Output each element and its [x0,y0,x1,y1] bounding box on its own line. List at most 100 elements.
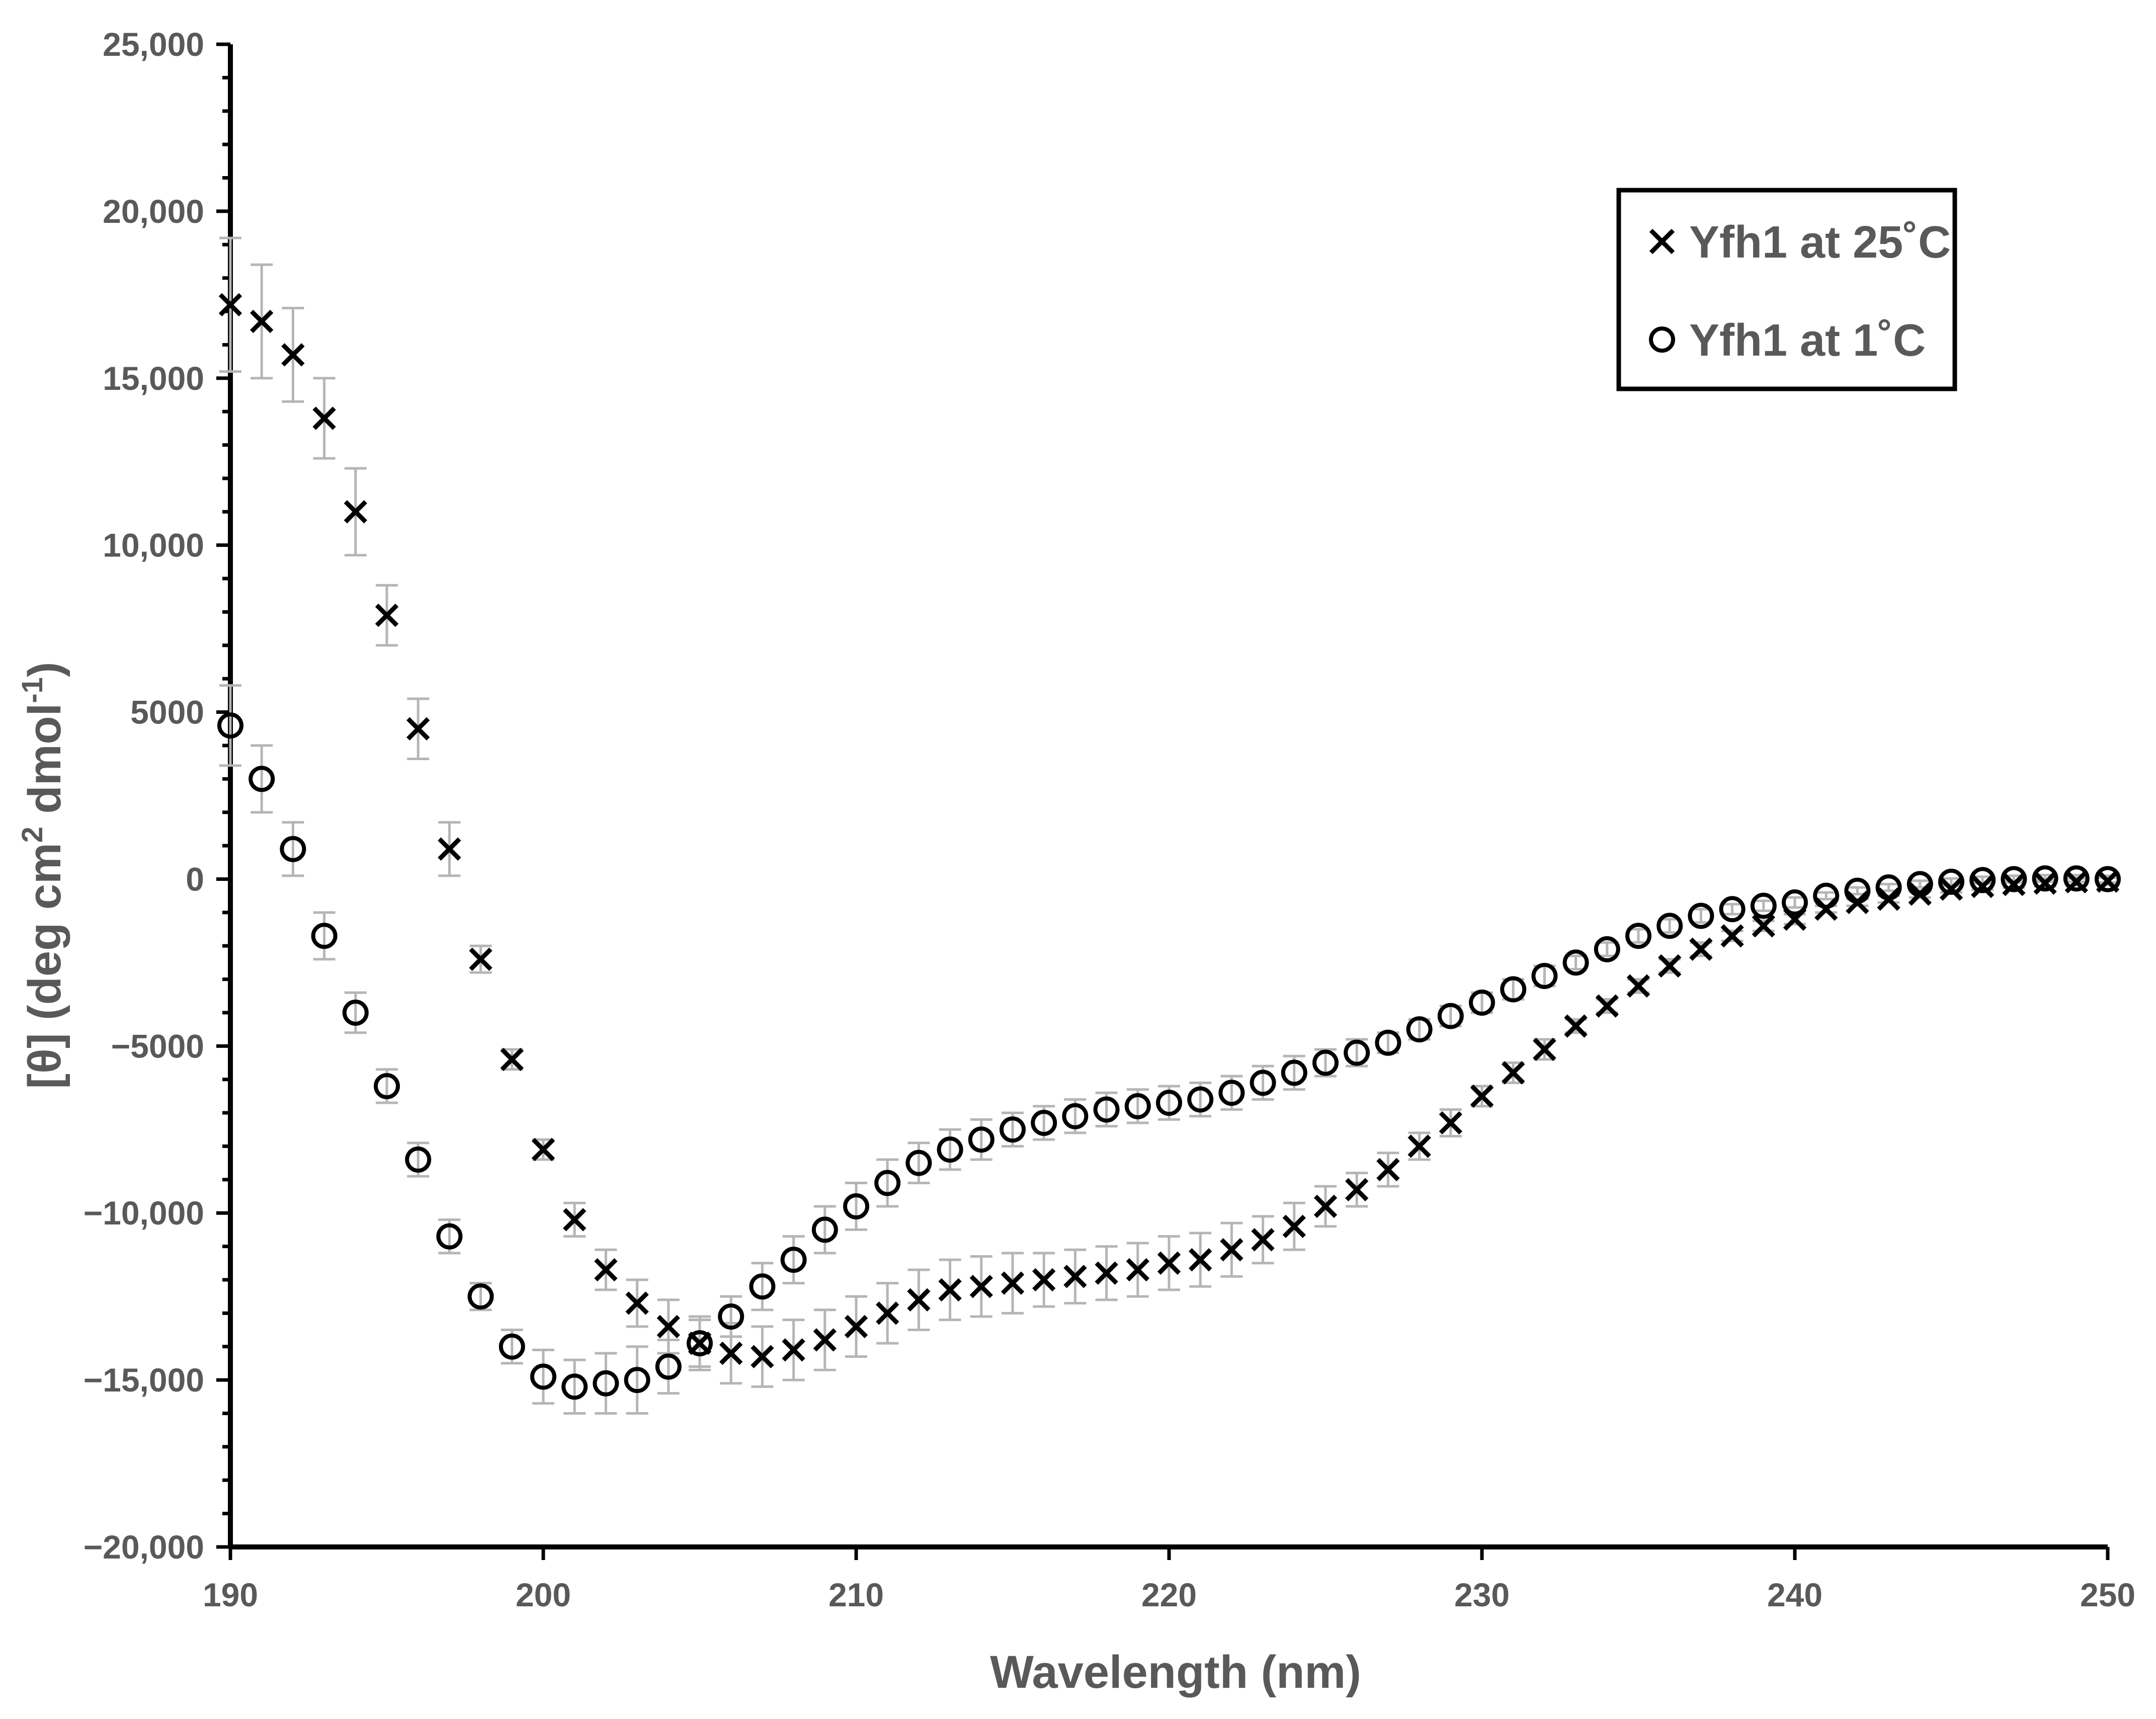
data-point-x [907,1288,931,1312]
data-point-circle [1312,1049,1339,1076]
data-point-circle [1187,1086,1214,1113]
y-tick-label: −15,000 [84,1361,204,1399]
error-bar-1c [563,1358,586,1415]
data-point-x [500,1047,524,1072]
data-point-x [1282,1214,1306,1238]
error-bar-1c [1346,1038,1368,1068]
data-point-circle [405,1147,432,1173]
data-point-circle [1750,892,1777,919]
error-bar-1c [876,1158,899,1208]
data-point-x [469,947,492,971]
y-tick-label: 20,000 [103,193,204,230]
data-point-x [281,343,305,367]
error-bar-1c [219,684,241,767]
data-point-x [406,717,430,741]
error-bars [219,236,2119,1415]
data-point-circle [1719,896,1746,923]
data-point-circle [1156,1090,1182,1116]
error-bar-1c [939,1128,961,1171]
data-point-circle [718,1303,744,1330]
error-bar-1c [970,1118,992,1161]
data-point-x [1189,1248,1212,1272]
error-bar-1c [344,991,367,1034]
data-point-x [1720,924,1744,948]
error-bar-1c [1940,877,1962,886]
data-point-circle [687,1330,713,1357]
data-point-x [2002,872,2026,896]
data-point-circle [1782,889,1808,916]
data-point-circle [1656,913,1683,939]
data-point-x [1658,954,1682,978]
data-point-x [1313,1194,1338,1218]
error-bar-1c [313,911,336,961]
y-axis-title: [θ] (deg cm2 dmol-1) [16,662,70,1089]
data-point-circle [1562,949,1589,976]
data-point-x [438,837,461,861]
series-1c [217,712,2121,1400]
data-point-circle [217,712,243,739]
data-point-circle [1250,1070,1276,1096]
legend-marker-x-icon [1649,228,1675,255]
data-point-circle [342,999,369,1026]
data-point-x [969,1275,993,1298]
x-tick-label: 190 [203,1576,258,1613]
data-point-x [1626,974,1650,998]
y-axis-title-main: [θ] (deg cm [19,843,70,1089]
data-point-circle [1031,1110,1057,1136]
data-point-circle [905,1150,932,1176]
data-point-circle [624,1367,650,1394]
data-point-x [1533,1037,1556,1061]
data-point-x [1971,874,1995,898]
data-markers [217,293,2121,1400]
y-axis-title-sup2: -1 [16,677,49,703]
data-point-x [782,1338,805,1362]
data-point-circle [843,1193,869,1219]
error-bar-1c [751,1262,774,1312]
data-point-circle [2032,865,2058,892]
x-tick-label: 200 [516,1576,571,1613]
data-point-circle [1344,1039,1370,1066]
data-point-x [1595,994,1619,1018]
data-point-circle [2001,866,2027,892]
y-tick-label: 10,000 [103,527,204,564]
y-tick-label: −10,000 [84,1194,204,1232]
data-point-x [1345,1178,1369,1201]
error-bar-1c [532,1348,554,1405]
data-point-x [250,309,274,334]
error-bar-1c [1721,903,1744,916]
y-axis-title-end: ) [19,662,70,677]
data-point-x [719,1341,743,1365]
error-bar-1c [1596,941,1618,957]
data-point-circle [561,1373,588,1400]
data-point-circle [436,1223,463,1250]
data-point-x [1689,937,1713,961]
data-point-circle [1906,871,1933,897]
data-point-circle [1469,990,1495,1016]
data-point-x [1063,1265,1087,1288]
data-point-circle [874,1170,901,1196]
data-point-x [876,1301,899,1325]
error-bar-1c [469,1282,492,1312]
data-point-x [1032,1268,1056,1292]
data-point-circle [374,1073,400,1099]
data-point-circle [280,836,306,862]
y-tick-label: 0 [186,860,204,897]
data-point-circle [1500,976,1527,1003]
data-point-x [531,1137,555,1162]
data-point-circle [1531,962,1558,989]
data-point-circle [1813,882,1840,909]
data-point-x [375,603,399,627]
error-bar-1c [782,1235,805,1285]
data-point-x [1220,1238,1243,1262]
data-point-circle [1062,1103,1089,1129]
data-point-circle [2095,866,2121,892]
error-bar-1c [1784,896,1806,909]
error-bar-1c [813,1205,836,1255]
data-point-x [563,1208,587,1232]
y-axis-title-mid: dmol [19,703,70,827]
error-bar-1c [1659,918,1681,934]
data-point-circle [1375,1029,1401,1056]
data-point-x [625,1291,649,1315]
data-point-circle [1875,874,1902,901]
y-tick-label: −5000 [111,1027,204,1065]
